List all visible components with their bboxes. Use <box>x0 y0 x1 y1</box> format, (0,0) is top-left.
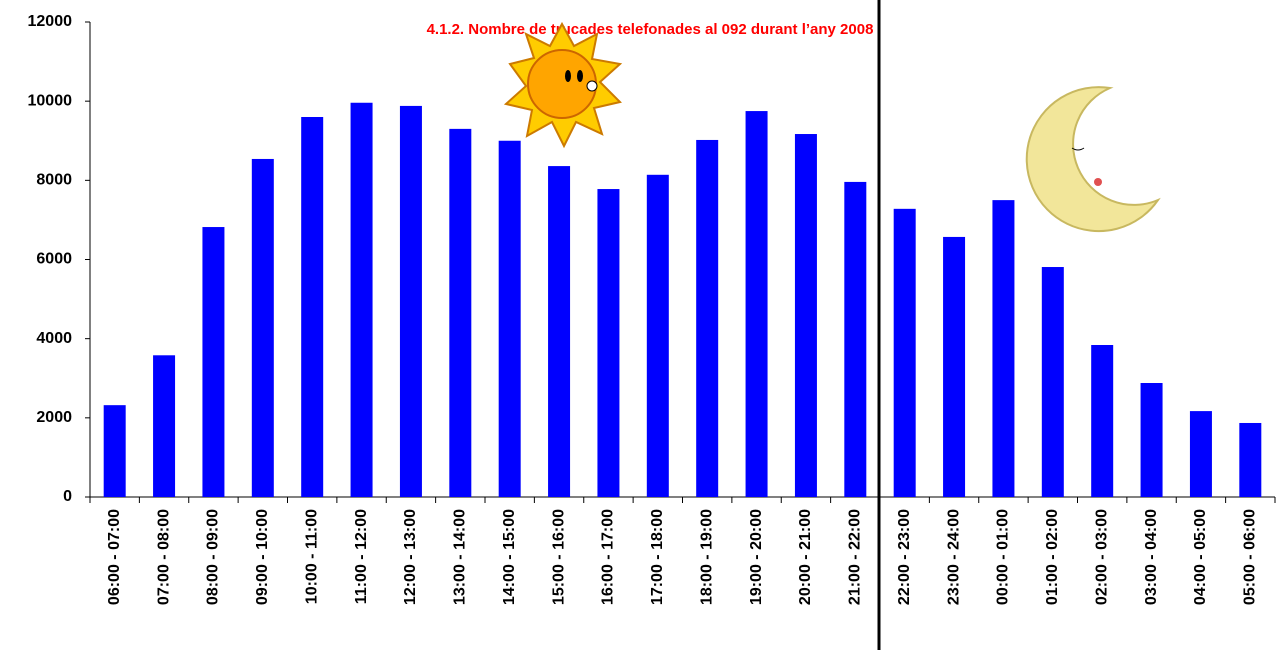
bar <box>153 355 175 497</box>
x-tick-label: 09:00 - 10:00 <box>254 509 271 605</box>
x-tick-label: 13:00 - 14:00 <box>452 509 469 605</box>
bar <box>1141 383 1163 497</box>
bar <box>1042 267 1064 497</box>
bar <box>252 159 274 497</box>
bar <box>746 111 768 497</box>
y-tick-label: 8000 <box>36 172 72 189</box>
y-tick-label: 12000 <box>28 13 73 30</box>
y-tick-label: 2000 <box>36 409 72 426</box>
y-tick-label: 10000 <box>28 92 73 109</box>
x-tick-label: 04:00 - 05:00 <box>1192 509 1209 605</box>
y-tick-label: 0 <box>63 488 72 505</box>
bar <box>351 103 373 497</box>
bar <box>696 140 718 497</box>
sun-icon <box>506 24 620 146</box>
x-tick-label: 17:00 - 18:00 <box>649 509 666 605</box>
bar <box>1091 345 1113 497</box>
bar <box>499 141 521 497</box>
x-tick-label: 08:00 - 09:00 <box>205 509 222 605</box>
x-tick-label: 05:00 - 06:00 <box>1242 509 1259 605</box>
x-tick-label: 19:00 - 20:00 <box>748 509 765 605</box>
bar <box>795 134 817 497</box>
x-tick-label: 18:00 - 19:00 <box>698 509 715 605</box>
x-tick-label: 06:00 - 07:00 <box>106 509 123 605</box>
bar <box>202 227 224 497</box>
x-tick-label: 16:00 - 17:00 <box>600 509 617 605</box>
bar <box>647 175 669 497</box>
x-tick-label: 23:00 - 24:00 <box>945 509 962 605</box>
bar <box>894 209 916 497</box>
x-tick-label: 22:00 - 23:00 <box>896 509 913 605</box>
x-tick-label: 03:00 - 04:00 <box>1143 509 1160 605</box>
bar <box>104 405 126 497</box>
bar <box>844 182 866 497</box>
x-tick-label: 02:00 - 03:00 <box>1093 509 1110 605</box>
y-tick-label: 6000 <box>36 251 72 268</box>
bar <box>1190 411 1212 497</box>
y-tick-label: 4000 <box>36 330 72 347</box>
chart: 4.1.2. Nombre de trucades telefonades al… <box>0 0 1277 650</box>
bar <box>943 237 965 497</box>
bar <box>1239 423 1261 497</box>
x-tick-label: 15:00 - 16:00 <box>550 509 567 605</box>
x-tick-label: 00:00 - 01:00 <box>995 509 1012 605</box>
bar <box>400 106 422 497</box>
x-tick-label: 11:00 - 12:00 <box>353 509 370 604</box>
x-tick-label: 14:00 - 15:00 <box>501 509 518 605</box>
x-tick-label: 12:00 - 13:00 <box>402 509 419 605</box>
bar <box>301 117 323 497</box>
bar <box>597 189 619 497</box>
x-tick-label: 01:00 - 02:00 <box>1044 509 1061 605</box>
moon-icon <box>1027 87 1158 231</box>
bar <box>548 166 570 497</box>
bar <box>992 200 1014 497</box>
x-tick-label: 10:00 - 11:00 <box>303 509 320 604</box>
x-tick-label: 20:00 - 21:00 <box>797 509 814 605</box>
chart-title: 4.1.2. Nombre de trucades telefonades al… <box>427 21 874 38</box>
x-tick-label: 21:00 - 22:00 <box>847 509 864 605</box>
x-tick-label: 07:00 - 08:00 <box>155 509 172 605</box>
bar <box>449 129 471 497</box>
